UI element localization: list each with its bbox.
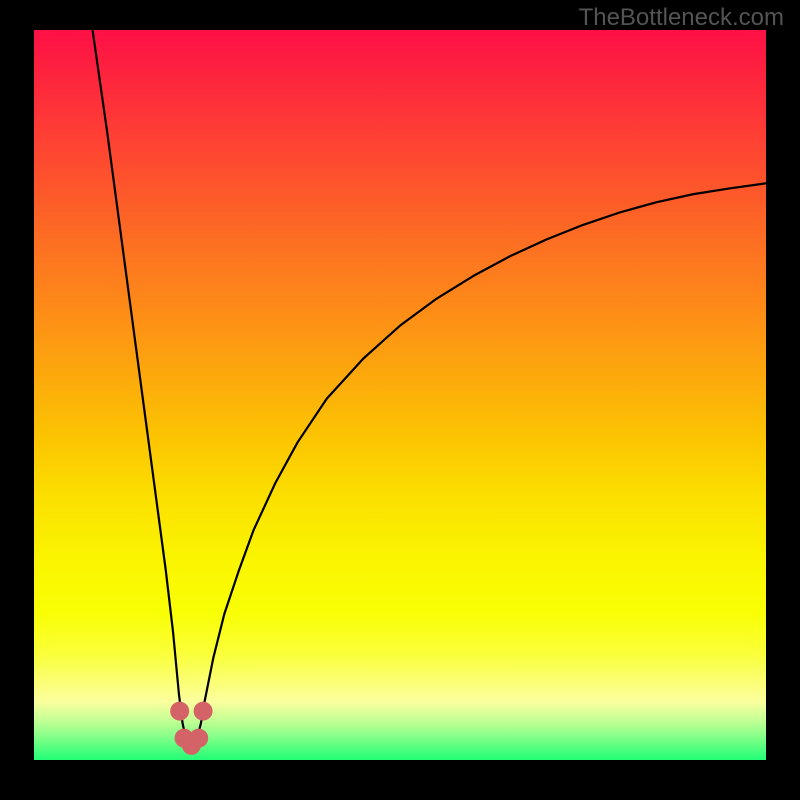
bottleneck-chart: [0, 0, 800, 800]
chart-container: TheBottleneck.com: [0, 0, 800, 800]
curve-marker: [194, 702, 212, 720]
curve-marker: [190, 729, 208, 747]
chart-gradient-bg: [34, 30, 766, 760]
curve-marker: [171, 702, 189, 720]
